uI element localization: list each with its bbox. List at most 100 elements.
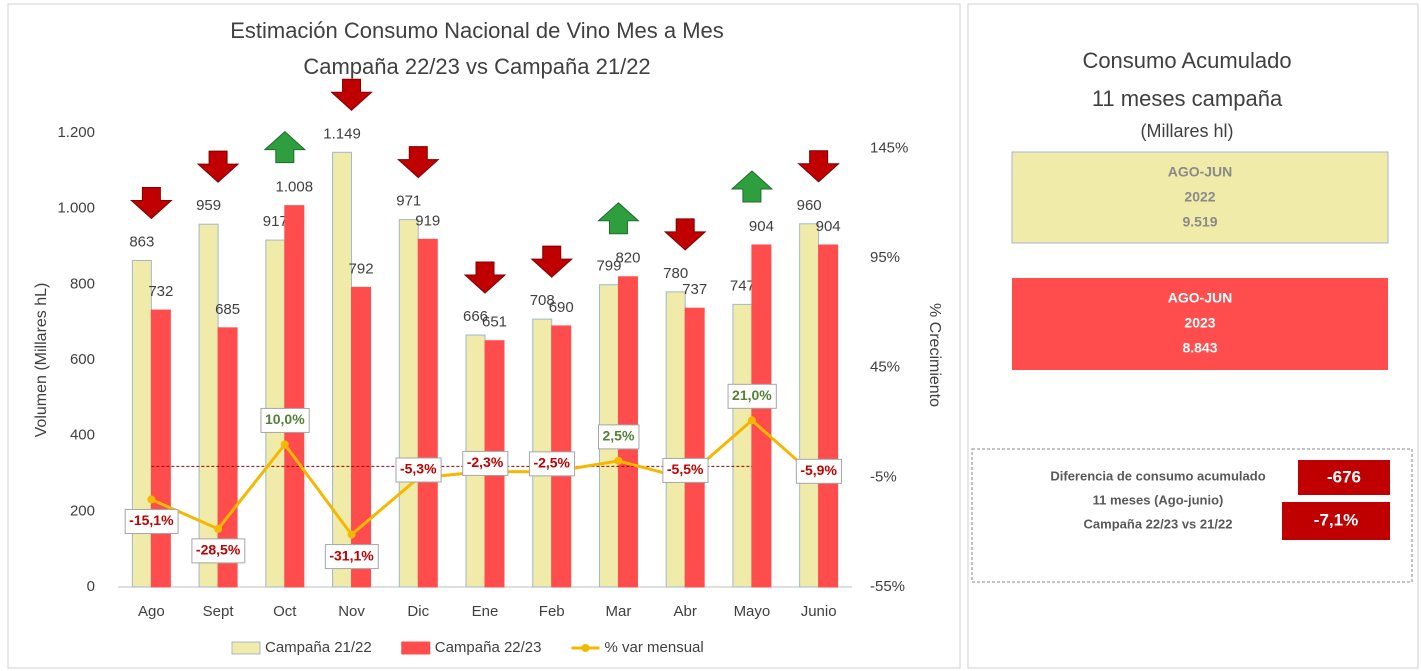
bar-value-label: 666 (463, 308, 488, 325)
bar-value-label: 904 (816, 218, 841, 235)
diff-text: Diferencia de consumo acumulado (1050, 468, 1265, 483)
line-value-label-group: -15,1% (124, 508, 179, 534)
y-tick-label: 800 (70, 275, 95, 292)
box-2022 (1011, 151, 1389, 244)
x-tick-label: Sept (203, 603, 235, 620)
bar (417, 238, 438, 588)
bar-value-label: 1.149 (323, 125, 361, 142)
diff-pct-box (1282, 502, 1390, 540)
y2-tick-label: 45% (870, 359, 900, 376)
x-tick-label: Junio (801, 603, 837, 620)
bar-value-label: 799 (596, 258, 621, 275)
y-tick-label: 600 (70, 351, 95, 368)
arrow-down (663, 218, 707, 251)
y-axis-label: Volumen (Millares hL) (33, 283, 50, 438)
diff-box (971, 448, 1413, 583)
label-box (324, 544, 379, 570)
label-box (124, 508, 179, 534)
box-text: 8.843 (1182, 340, 1217, 356)
line-point (347, 530, 356, 539)
legend-swatch (231, 641, 261, 655)
legend-swatch (401, 641, 431, 655)
bar-value-label: 971 (396, 193, 421, 210)
bar-value-label: 904 (749, 218, 774, 235)
line-value-label: -5,9% (800, 462, 837, 478)
line-value-label-group: -2,3% (462, 450, 509, 476)
bar-value-label: 651 (482, 314, 507, 331)
line-value-label-group: -5,3% (395, 457, 442, 483)
x-tick-label: Ene (472, 603, 499, 620)
chart-title: Estimación Consumo Nacional de Vino Mes … (230, 18, 724, 43)
chart-subtitle: Campaña 22/23 vs Campaña 21/22 (303, 54, 650, 79)
x-tick-label: Nov (338, 603, 365, 620)
bar (818, 244, 839, 588)
line-value-label: 10,0% (265, 411, 305, 427)
y-tick-label: 1.000 (57, 200, 95, 217)
box-text: AGO-JUN (1168, 290, 1233, 306)
box-text: 2022 (1184, 189, 1215, 205)
bar-value-label: 917 (263, 213, 288, 230)
label-box (395, 457, 442, 483)
bar (398, 219, 419, 588)
y-tick-label: 1.200 (57, 124, 95, 141)
line-value-label-group: 10,0% (260, 407, 310, 433)
line-value-label-group: 2,5% (597, 424, 640, 450)
panel-title: 11 meses campaña (1092, 86, 1283, 111)
line-value-label: -31,1% (329, 547, 374, 563)
y2-axis-label: % Crecimiento (926, 303, 943, 407)
x-tick-label: Dic (407, 603, 429, 620)
y-tick-label: 200 (70, 502, 95, 519)
line-point (147, 495, 156, 504)
bar-value-label: 863 (129, 233, 154, 250)
arrow-up (730, 170, 774, 203)
x-tick-label: Mayo (734, 603, 771, 620)
label-box (260, 407, 310, 433)
line-value-label-group: -28,5% (191, 538, 246, 564)
y2-tick-label: 145% (870, 139, 908, 156)
line-value-label-group: -5,9% (795, 458, 842, 484)
panel-title: Consumo Acumulado (1082, 48, 1291, 73)
label-box (795, 458, 842, 484)
y2-tick-label: -5% (870, 468, 897, 485)
x-tick-label: Abr (674, 603, 697, 620)
line-value-label: -5,3% (400, 461, 437, 477)
bar-value-label: 919 (415, 212, 440, 229)
label-box (191, 538, 246, 564)
label-box (597, 424, 640, 450)
arrow-down (196, 150, 240, 183)
line-value-label-group: 21,0% (727, 383, 777, 409)
box-text: 2023 (1184, 315, 1215, 331)
diff-text: Campaña 22/23 vs 21/22 (1084, 516, 1233, 531)
bar-value-label: 960 (797, 197, 822, 214)
label-box (662, 457, 709, 483)
bar-value-label: 737 (682, 281, 707, 298)
line-point (280, 440, 289, 449)
bar-value-label: 690 (549, 299, 574, 316)
bar-value-label: 820 (615, 250, 640, 267)
bar (198, 223, 219, 588)
legend-label: % var mensual (605, 639, 704, 656)
y-tick-label: 0 (87, 578, 95, 595)
line-point (614, 456, 623, 465)
panel-unit: (Millares hl) (1140, 121, 1233, 141)
y2-tick-label: 95% (870, 249, 900, 266)
line-point (214, 524, 223, 533)
bar (732, 303, 753, 588)
bar-value-label: 792 (349, 260, 374, 277)
line-value-label: -2,5% (533, 455, 570, 471)
bar (751, 244, 772, 588)
bar-value-label: 708 (530, 292, 555, 309)
arrow-down (330, 78, 373, 111)
arrow-down (396, 146, 440, 179)
diff-value-box (1298, 460, 1390, 495)
arrow-down (463, 261, 507, 294)
arrow-down (530, 245, 574, 278)
diff-value: -676 (1327, 467, 1361, 486)
bar-value-label: 959 (196, 197, 221, 214)
diff-pct: -7,1% (1314, 510, 1358, 529)
box-text: AGO-JUN (1168, 164, 1233, 180)
legend-swatch (581, 644, 590, 652)
line-point (747, 416, 756, 425)
line-value-label-group: -31,1% (324, 544, 379, 570)
